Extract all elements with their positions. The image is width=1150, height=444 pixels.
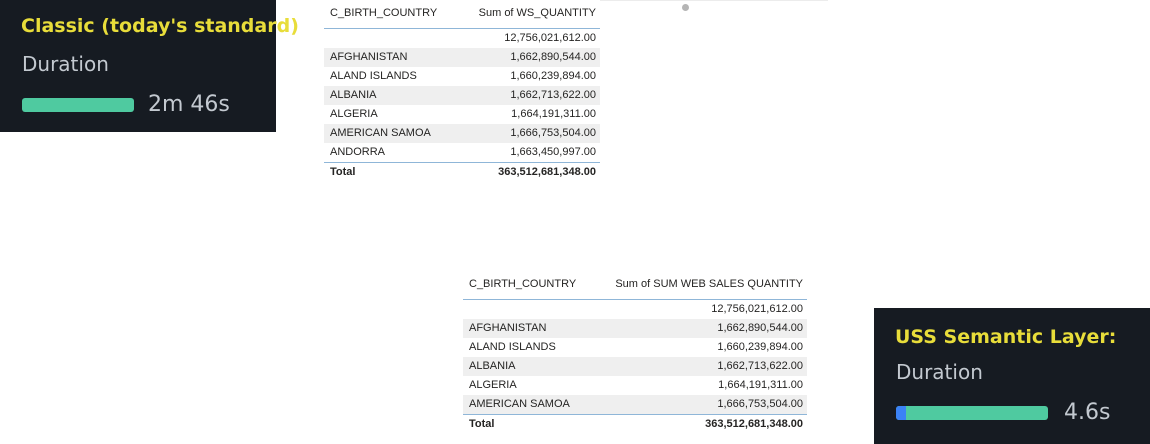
table-row[interactable]: AMERICAN SAMOA 1,666,753,504.00 [463,395,807,414]
column-header-quantity[interactable]: Sum of SUM WEB SALES QUANTITY [615,278,803,290]
total-value: 363,512,681,348.00 [498,166,596,178]
column-header-country[interactable]: C_BIRTH_COUNTRY [469,278,577,290]
row-value: 1,660,239,894.00 [717,341,803,353]
table-total-row: Total 363,512,681,348.00 [324,162,600,182]
table-total-row: Total 363,512,681,348.00 [463,414,807,434]
classic-matrix-table: C_BIRTH_COUNTRY Sum of WS_QUANTITY 12,75… [324,0,600,182]
total-value: 363,512,681,348.00 [705,418,803,430]
row-country: ALBANIA [469,360,516,372]
row-country: AMERICAN SAMOA [330,127,431,139]
table-row[interactable]: AFGHANISTAN 1,662,890,544.00 [324,48,600,67]
row-value: 1,662,890,544.00 [510,51,596,63]
table-header: C_BIRTH_COUNTRY Sum of WS_QUANTITY [324,0,600,29]
table-row[interactable]: 12,756,021,612.00 [324,29,600,48]
classic-duration-label: Duration [22,52,109,76]
row-country: ALAND ISLANDS [330,70,417,82]
divider-line [600,0,828,1]
table-row[interactable]: ANDORRA 1,663,450,997.00 [324,143,600,162]
row-value: 1,660,239,894.00 [510,70,596,82]
total-label: Total [330,166,356,178]
row-value: 1,666,753,504.00 [510,127,596,139]
row-value: 12,756,021,612.00 [504,32,596,44]
row-country: AFGHANISTAN [330,51,408,63]
table-header: C_BIRTH_COUNTRY Sum of SUM WEB SALES QUA… [463,271,807,300]
row-country: ALGERIA [330,108,378,120]
table-row[interactable]: AFGHANISTAN 1,662,890,544.00 [463,319,807,338]
row-country: AFGHANISTAN [469,322,547,334]
row-value: 1,662,713,622.00 [717,360,803,372]
uss-panel-title: USS Semantic Layer: [895,326,1117,348]
row-country: ALAND ISLANDS [469,341,556,353]
classic-duration-bar [22,98,134,112]
column-header-country[interactable]: C_BIRTH_COUNTRY [330,7,438,19]
table-body: 12,756,021,612.00 AFGHANISTAN 1,662,890,54… [463,300,807,414]
row-value: 1,666,753,504.00 [717,398,803,410]
row-value: 12,756,021,612.00 [711,303,803,315]
row-value: 1,664,191,311.00 [718,379,803,391]
uss-matrix-table: C_BIRTH_COUNTRY Sum of SUM WEB SALES QUA… [463,271,807,434]
classic-panel-title: Classic (today's standard) [21,15,299,37]
uss-duration-bar-start [896,406,906,420]
table-row[interactable]: ALGERIA 1,664,191,311.00 [463,376,807,395]
table-body: 12,756,021,612.00 AFGHANISTAN 1,662,890,54… [324,29,600,162]
row-value: 1,664,191,311.00 [511,108,596,120]
table-row[interactable]: ALGERIA 1,664,191,311.00 [324,105,600,124]
table-row[interactable]: ALAND ISLANDS 1,660,239,894.00 [324,67,600,86]
row-value: 1,663,450,997.00 [510,146,596,158]
uss-duration-bar [896,406,1048,420]
uss-duration-label: Duration [896,360,983,384]
column-header-quantity[interactable]: Sum of WS_QUANTITY [478,7,596,19]
row-country: ALBANIA [330,89,377,101]
table-row[interactable]: ALBANIA 1,662,713,622.00 [324,86,600,105]
classic-duration-panel: Classic (today's standard) Duration 2m 4… [0,0,299,132]
table-row[interactable]: 12,756,021,612.00 [463,300,807,319]
row-country: ALGERIA [469,379,517,391]
table-row[interactable]: ALAND ISLANDS 1,660,239,894.00 [463,338,807,357]
row-value: 1,662,890,544.00 [717,322,803,334]
row-country: AMERICAN SAMOA [469,398,570,410]
table-row[interactable]: AMERICAN SAMOA 1,666,753,504.00 [324,124,600,143]
row-country: ANDORRA [330,146,386,158]
total-label: Total [469,418,495,430]
classic-duration-value: 2m 46s [148,92,230,117]
visual-handle-dot[interactable] [682,4,689,11]
uss-duration-panel: USS Semantic Layer: Duration 4.6s [874,308,1150,444]
uss-duration-value: 4.6s [1064,400,1111,425]
row-value: 1,662,713,622.00 [510,89,596,101]
table-row[interactable]: ALBANIA 1,662,713,622.00 [463,357,807,376]
